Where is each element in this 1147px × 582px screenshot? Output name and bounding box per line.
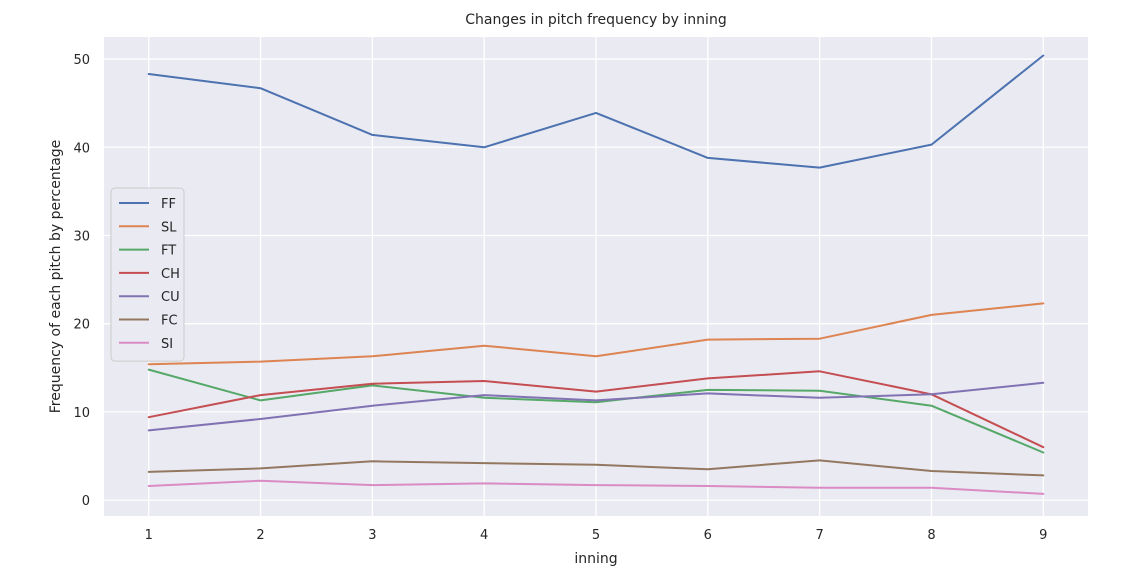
series-line-fc: [147, 459, 1045, 477]
x-tick-label: 3: [368, 528, 376, 543]
grid-lines: [104, 37, 1088, 516]
y-tick-label: 10: [73, 406, 90, 421]
x-axis-ticks: 1 2 3 4 5 6 7 8 9: [145, 528, 1048, 543]
legend-label: FT: [161, 244, 176, 259]
y-tick-label: 50: [73, 53, 90, 68]
series-lines: [147, 54, 1045, 495]
legend-label: CU: [161, 290, 180, 305]
legend-label: FC: [161, 314, 178, 329]
x-tick-label: 9: [1039, 528, 1047, 543]
legend-label: SL: [161, 220, 177, 235]
x-tick-label: 2: [256, 528, 264, 543]
series-line-ft: [147, 368, 1045, 454]
series-line-cu: [147, 381, 1045, 432]
x-tick-label: 6: [704, 528, 712, 543]
y-axis-ticks: 0 10 20 30 40 50: [73, 53, 90, 509]
x-axis-label: inning: [574, 551, 617, 567]
y-tick-label: 30: [73, 229, 90, 244]
y-tick-label: 20: [73, 318, 90, 333]
legend-label: SI: [161, 337, 173, 352]
x-tick-label: 1: [145, 528, 153, 543]
legend-label: CH: [161, 267, 180, 282]
series-line-si: [147, 479, 1045, 495]
y-axis-label: Frequency of each pitch by percentage: [48, 140, 64, 414]
y-tick-label: 0: [82, 494, 90, 509]
x-tick-label: 5: [592, 528, 600, 543]
chart-title: Changes in pitch frequency by inning: [465, 12, 726, 28]
series-line-ch: [147, 370, 1045, 449]
x-tick-label: 4: [480, 528, 488, 543]
x-tick-label: 7: [815, 528, 823, 543]
legend-label: FF: [161, 197, 176, 212]
x-tick-label: 8: [927, 528, 935, 543]
series-line-ff: [147, 54, 1045, 169]
series-line-sl: [147, 302, 1045, 366]
legend-box: [110, 187, 185, 362]
legend: FF SL FT CH CU FC SI: [110, 187, 185, 362]
y-tick-label: 40: [73, 141, 90, 156]
